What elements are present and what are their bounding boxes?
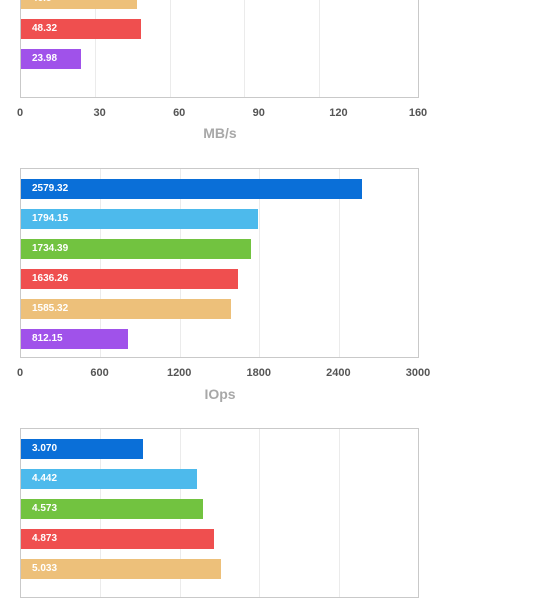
mbps-grid-line [95, 0, 96, 97]
iops-tick-label: 1800 [246, 367, 272, 379]
latency-bar: 4.873 [21, 529, 214, 549]
latency-bar-label: 4.873 [32, 533, 58, 544]
mbps-axis-title: MB/s [203, 125, 237, 141]
mbps-tick-label: 0 [16, 107, 24, 119]
iops-bar-label: 1734.39 [32, 243, 69, 254]
iops-bar: 1794.15 [21, 209, 258, 229]
latency-chart: 3.070 4.442 4.573 4.873 5.033 [20, 428, 419, 598]
iops-tick-label: 0 [16, 367, 24, 379]
iops-tick-label: 600 [90, 367, 109, 379]
latency-bar: 4.573 [21, 499, 203, 519]
latency-bar: 4.442 [21, 469, 197, 489]
iops-bar: 1636.26 [21, 269, 238, 289]
iops-bar-label: 1794.15 [32, 213, 69, 224]
iops-bar: 1585.32 [21, 299, 231, 319]
latency-bar-label: 5.033 [32, 563, 58, 574]
iops-grid-line [180, 169, 181, 357]
iops-bar: 1734.39 [21, 239, 251, 259]
mbps-tick-label: 120 [329, 107, 348, 119]
latency-bar-label: 4.442 [32, 473, 58, 484]
mbps-tick-label: 90 [252, 107, 265, 119]
iops-tick-label: 1200 [166, 367, 192, 379]
iops-bar: 812.15 [21, 329, 128, 349]
latency-grid-line [259, 429, 260, 597]
mbps-tick-label: 30 [93, 107, 106, 119]
latency-bar: 3.070 [21, 439, 143, 459]
iops-axis-title: IOps [204, 386, 236, 402]
iops-grid-line [259, 169, 260, 357]
mbps-bar: 23.98 [21, 49, 81, 69]
latency-bar-label: 4.573 [32, 503, 58, 514]
iops-bar-label: 2579.32 [32, 183, 69, 194]
iops-bar-label: 1636.26 [32, 273, 69, 284]
iops-tick-label: 3000 [405, 367, 431, 379]
mbps-tick-label: 160 [408, 107, 428, 119]
latency-grid-line [339, 429, 340, 597]
mbps-bar-label: 23.98 [32, 53, 58, 64]
iops-bar-label: 1585.32 [32, 303, 69, 314]
latency-bar: 5.033 [21, 559, 221, 579]
iops-plot-area: 2579.32 1794.15 1734.39 1636.26 1585.32 812.1… [20, 168, 419, 358]
mbps-plot-area: 46.8 48.32 23.98 [20, 0, 419, 98]
mbps-bar-label: 48.32 [32, 23, 58, 34]
iops-tick-label: 2400 [326, 367, 351, 379]
mbps-grid-line [319, 0, 320, 97]
mbps-bar-label: 46.8 [32, 0, 51, 9]
mbps-bar: 48.32 [21, 19, 141, 39]
iops-grid-line [100, 169, 101, 357]
mbps-grid-line [244, 0, 245, 97]
iops-bar-label: 812.15 [32, 333, 63, 344]
iops-bar: 2579.32 [21, 179, 362, 199]
iops-grid-line [339, 169, 340, 357]
mbps-tick-label: 60 [173, 107, 186, 119]
mbps-chart: 46.8 48.32 23.98 0 30 60 90 120 160 MB/s [0, 0, 560, 150]
mbps-grid-line [170, 0, 171, 97]
mbps-bar: 46.8 [21, 0, 137, 9]
latency-plot-area: 3.070 4.442 4.573 4.873 5.033 [20, 428, 419, 598]
latency-bar-label: 3.070 [32, 443, 58, 454]
iops-chart: 2579.32 1794.15 1734.39 1636.26 1585.32 812.1… [16, 168, 431, 402]
